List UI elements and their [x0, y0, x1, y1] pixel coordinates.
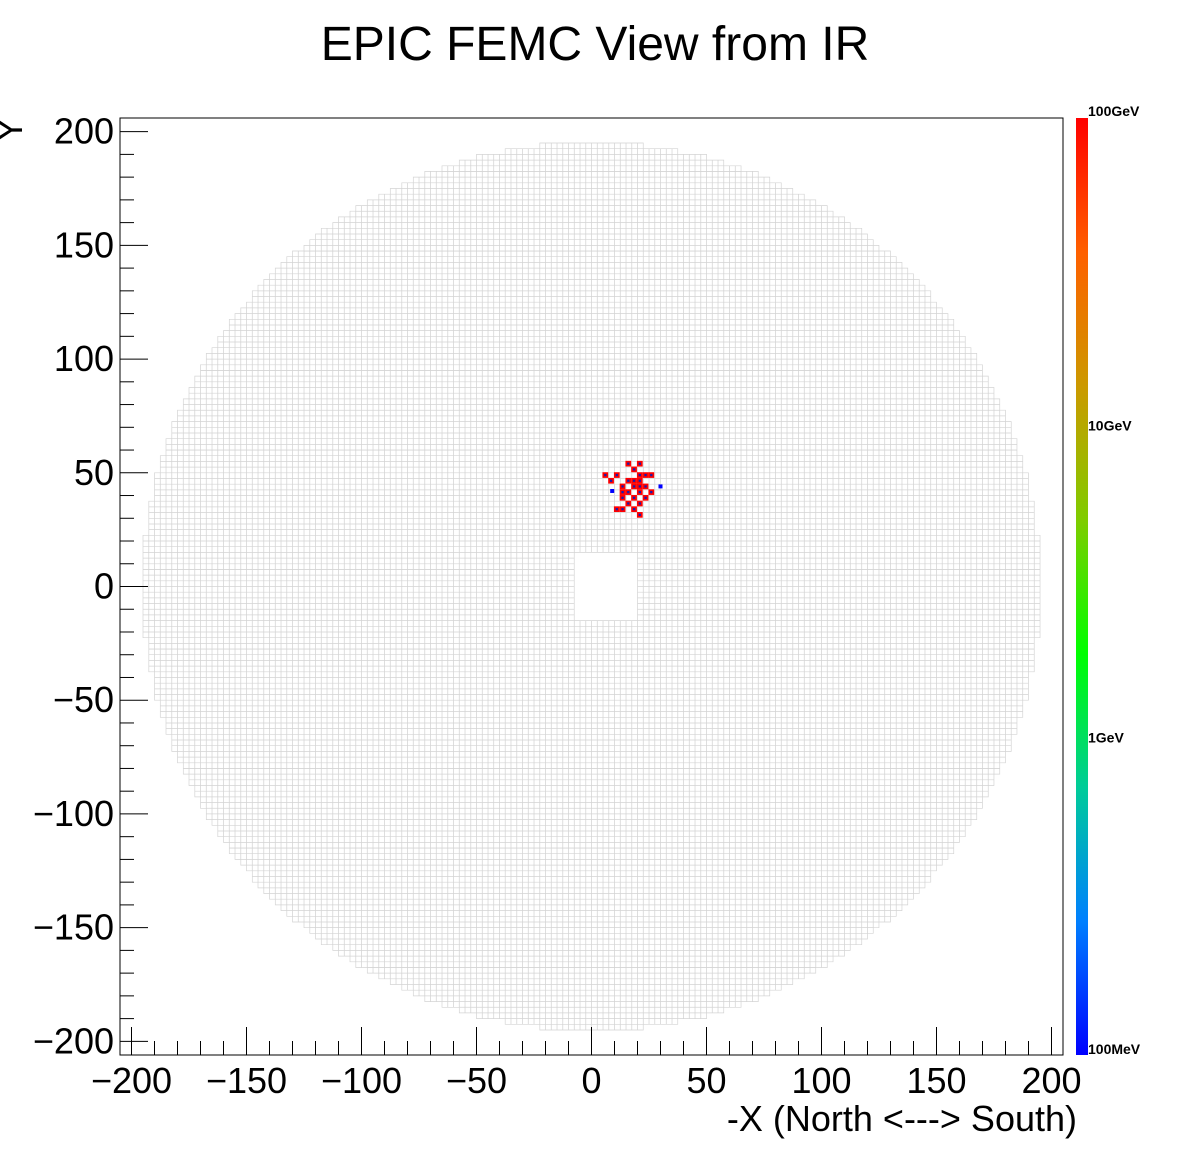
hit-tower-core [644, 473, 647, 477]
colorbar-labels: 100GeV 10GeV 1GeV 100MeV [1088, 103, 1141, 1057]
x-tick-label: 0 [581, 1060, 601, 1101]
x-tick-label: 100 [791, 1060, 851, 1101]
hit-tower-core [615, 508, 618, 511]
hit-tower-core [615, 473, 618, 477]
hit-tower-core [632, 508, 636, 511]
y-tick-label: 0 [94, 566, 114, 607]
x-axis-label: -X (North <---> South) [727, 1098, 1077, 1139]
hit-tower-core [632, 496, 636, 499]
hit-tower-core [627, 462, 630, 465]
y-tick-label: −200 [33, 1020, 114, 1061]
hit-tower-core [621, 508, 624, 511]
hit-tower-core [632, 479, 636, 482]
x-axis: −200 −150 −100 −50 0 50 100 150 200 [91, 1027, 1082, 1101]
y-tick-label: 100 [54, 338, 114, 379]
y-tick-label: 50 [74, 452, 114, 493]
hit-tower-core [638, 473, 641, 477]
hit-tower-core [650, 473, 653, 477]
colorbar-label: 100GeV [1088, 103, 1140, 119]
hit-tower-core [627, 502, 630, 505]
y-tick-label: −150 [33, 907, 114, 948]
hit-tower-core [627, 479, 630, 482]
hit-tower [610, 488, 615, 493]
hit-tower-core [638, 502, 641, 505]
hit-tower-core [604, 473, 607, 477]
x-tick-label: 200 [1021, 1060, 1081, 1101]
hit-tower-core [638, 485, 641, 488]
hit-tower-core [609, 479, 613, 482]
tower-cells [142, 142, 1041, 1031]
hit-tower-core [644, 485, 647, 488]
hit-tower-core [621, 485, 624, 488]
hit-tower-core [638, 462, 641, 465]
hit-towers [602, 460, 663, 518]
x-tick-label: −50 [446, 1060, 507, 1101]
x-tick-label: −200 [91, 1060, 172, 1101]
hit-tower-core [632, 485, 636, 488]
colorbar-label: 100MeV [1088, 1041, 1141, 1057]
colorbar [1076, 118, 1088, 1055]
hit-tower-core [638, 479, 641, 482]
x-tick-label: −100 [321, 1060, 402, 1101]
hit-tower-core [638, 513, 641, 516]
y-tick-label: −50 [53, 679, 114, 720]
hit-tower-core [621, 496, 624, 499]
chart-title: EPIC FEMC View from IR [321, 18, 870, 71]
x-tick-label: −150 [206, 1060, 287, 1101]
hit-tower-core [621, 490, 624, 494]
hit-tower-core [632, 468, 636, 471]
colorbar-label: 10GeV [1088, 417, 1132, 433]
y-tick-label: −100 [33, 793, 114, 834]
colorbar-label: 1GeV [1088, 730, 1124, 746]
hit-tower [658, 484, 663, 489]
y-axis-label: Y [0, 118, 30, 142]
hit-tower-core [644, 496, 647, 499]
y-tick-label: 200 [54, 111, 114, 152]
x-tick-label: 50 [686, 1060, 726, 1101]
tower-grid [142, 142, 1041, 1031]
hit-tower-core [650, 490, 653, 494]
y-tick-label: 150 [54, 224, 114, 265]
x-tick-label: 150 [906, 1060, 966, 1101]
hit-tower-core [627, 490, 630, 494]
y-axis: −200 −150 −100 −50 0 50 100 150 200 [33, 111, 148, 1061]
hit-tower-core [638, 490, 641, 494]
